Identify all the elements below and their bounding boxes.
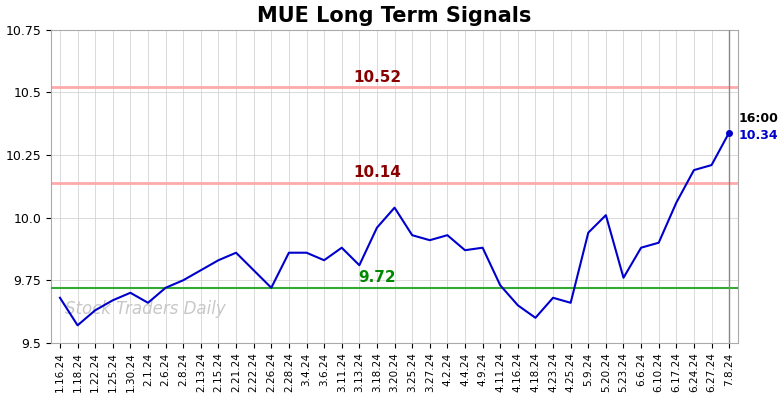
Text: 9.72: 9.72 (358, 270, 396, 285)
Title: MUE Long Term Signals: MUE Long Term Signals (257, 6, 532, 25)
Text: 10.14: 10.14 (353, 165, 401, 180)
Text: 16:00: 16:00 (739, 112, 779, 125)
Text: 10.52: 10.52 (353, 70, 401, 85)
Text: Stock Traders Daily: Stock Traders Daily (65, 300, 226, 318)
Text: 10.34: 10.34 (739, 129, 779, 142)
